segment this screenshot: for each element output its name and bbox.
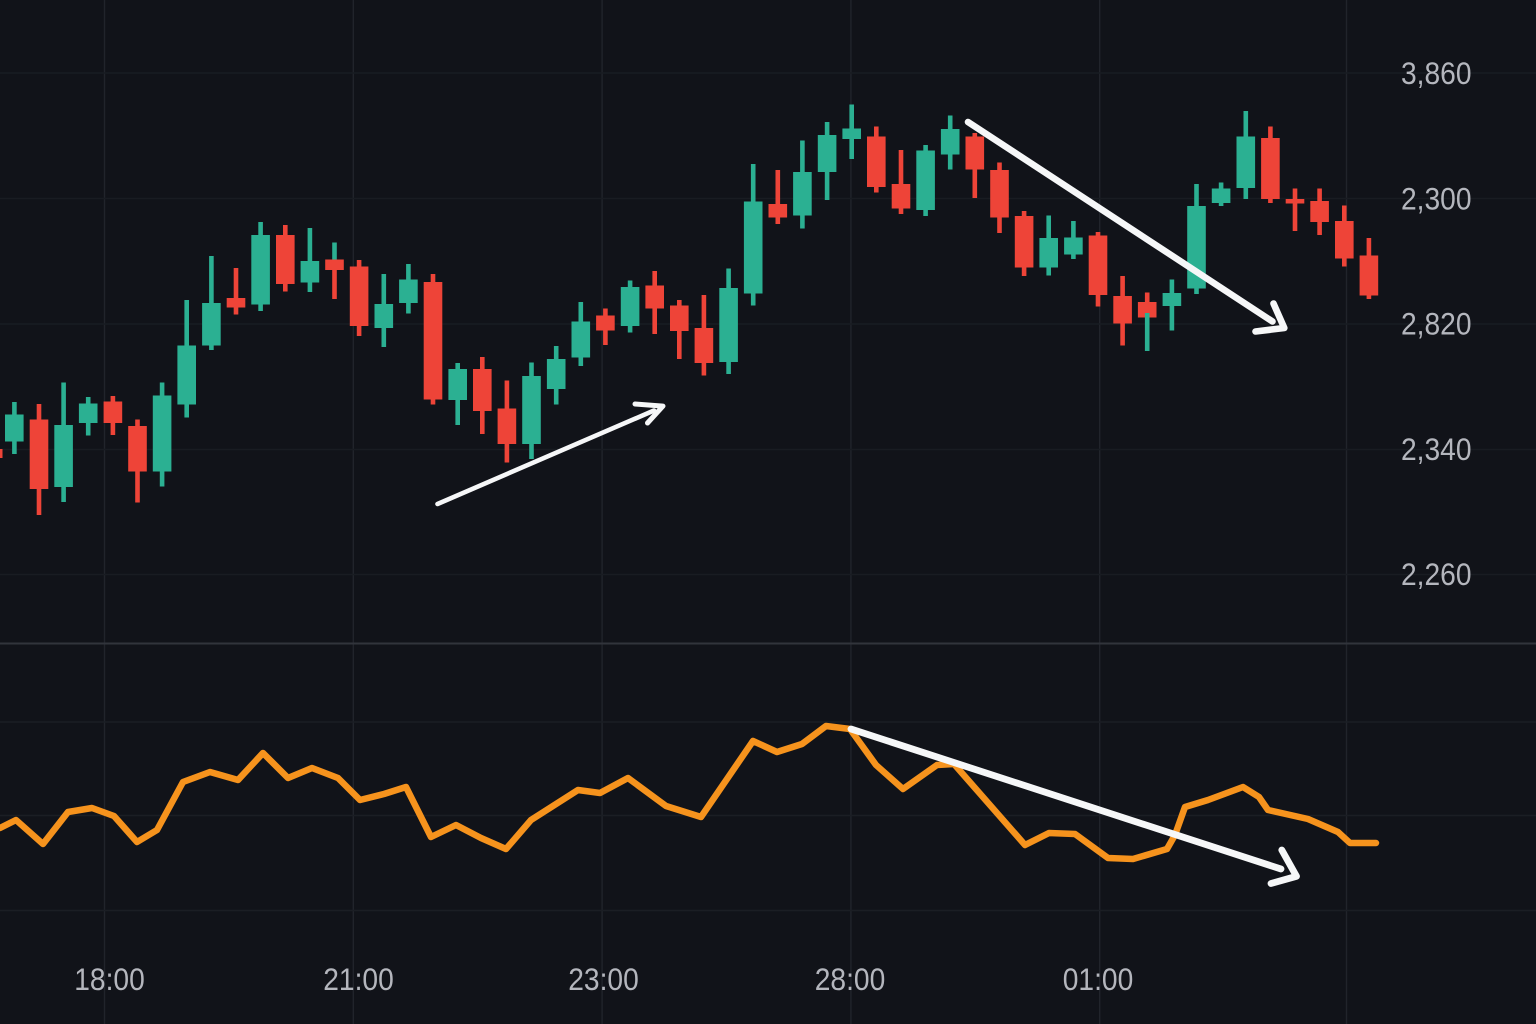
svg-text:2,260: 2,260: [1401, 556, 1472, 592]
svg-text:2,300: 2,300: [1401, 180, 1472, 216]
svg-text:3,860: 3,860: [1401, 55, 1472, 91]
svg-text:21:00: 21:00: [323, 961, 394, 997]
svg-text:23:00: 23:00: [568, 961, 639, 997]
svg-text:2,820: 2,820: [1401, 306, 1472, 342]
svg-text:01:00: 01:00: [1063, 961, 1134, 997]
svg-text:2,340: 2,340: [1401, 431, 1472, 467]
svg-text:28:00: 28:00: [815, 961, 886, 997]
svg-text:18:00: 18:00: [74, 961, 145, 997]
